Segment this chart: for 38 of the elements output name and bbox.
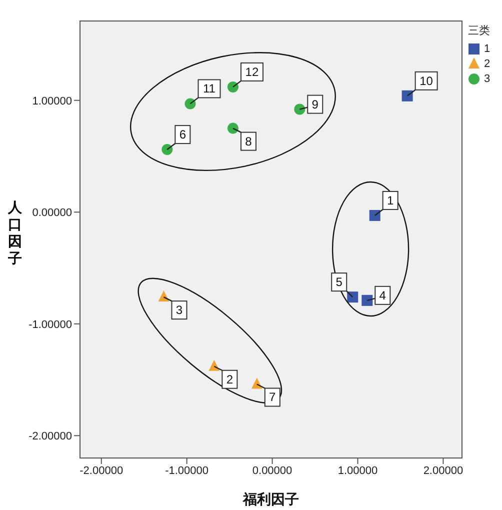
y-axis-title: 人口因子	[8, 200, 23, 268]
annotation: 3	[176, 303, 183, 318]
point	[294, 104, 306, 115]
x-tick-label: 2.00000	[423, 464, 464, 477]
legend-label: 3	[484, 72, 490, 84]
annotation: 4	[379, 288, 386, 302]
x-tick-label: 1.00000	[338, 464, 378, 477]
point	[208, 360, 220, 371]
x-tick-label: -2.00000	[80, 464, 124, 477]
annotation: 9	[312, 97, 319, 112]
annotation: 6	[179, 128, 186, 142]
point	[369, 210, 380, 221]
annotation: 5	[336, 275, 343, 290]
x-tick-label: 0.00000	[252, 464, 292, 477]
y-tick-label: -2.00000	[28, 430, 72, 443]
point	[184, 98, 196, 110]
annotation: 10	[420, 74, 434, 88]
point	[158, 290, 170, 302]
x-tick-label: -1.00000	[165, 464, 209, 477]
y-tick-label: 0.00000	[32, 207, 72, 220]
annotation: 8	[245, 134, 252, 148]
y-tick-label: -1.00000	[28, 318, 72, 331]
legend-label: 2	[484, 58, 490, 70]
annotation: 2	[226, 372, 234, 386]
legend-title: 三类	[468, 23, 490, 38]
point	[347, 292, 358, 303]
x-axis-title: 福利因子	[242, 491, 299, 507]
annotation: 1	[386, 193, 394, 208]
point	[227, 122, 238, 134]
annotation: 7	[269, 390, 276, 404]
point	[402, 90, 413, 102]
point	[362, 294, 373, 306]
annotation: 11	[203, 82, 216, 96]
point	[227, 81, 238, 92]
point	[162, 144, 173, 156]
legend-label: 1	[484, 42, 490, 54]
annotation: 12	[245, 64, 259, 79]
y-tick-label: 1.00000	[32, 95, 72, 108]
